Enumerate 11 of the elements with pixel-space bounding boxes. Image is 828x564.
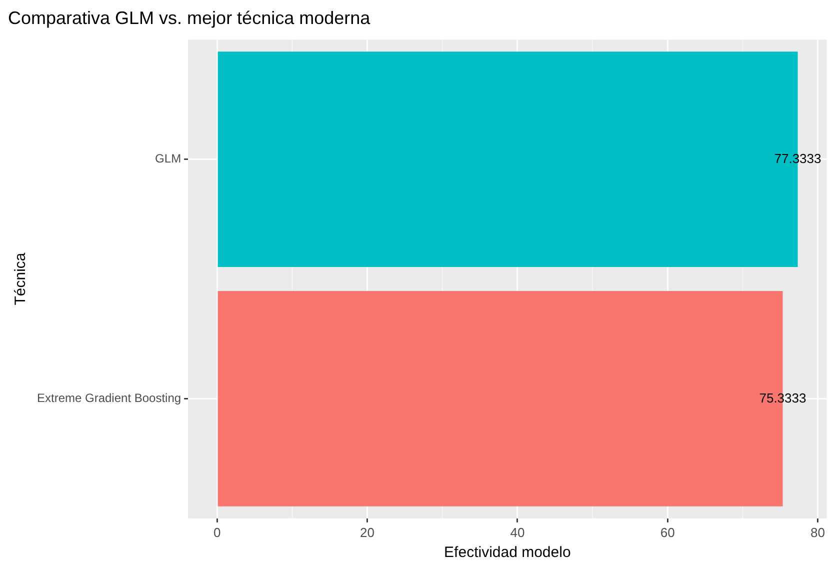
x-axis-title: Efectividad modelo [444,544,571,562]
x-tick-label: 0 [214,524,221,540]
y-tick-label: GLM [155,152,182,166]
y-axis-title: Técnica [12,252,30,306]
x-tick-label: 40 [510,524,525,540]
x-tick-label: 60 [660,524,675,540]
chart-title: Comparativa GLM vs. mejor técnica moderna [8,8,372,28]
x-tick-label: 80 [810,524,826,540]
y-tick-label: Extreme Gradient Boosting [36,391,182,406]
x-tick-label: 20 [360,524,375,540]
data-label: 75.3333 [759,390,806,406]
